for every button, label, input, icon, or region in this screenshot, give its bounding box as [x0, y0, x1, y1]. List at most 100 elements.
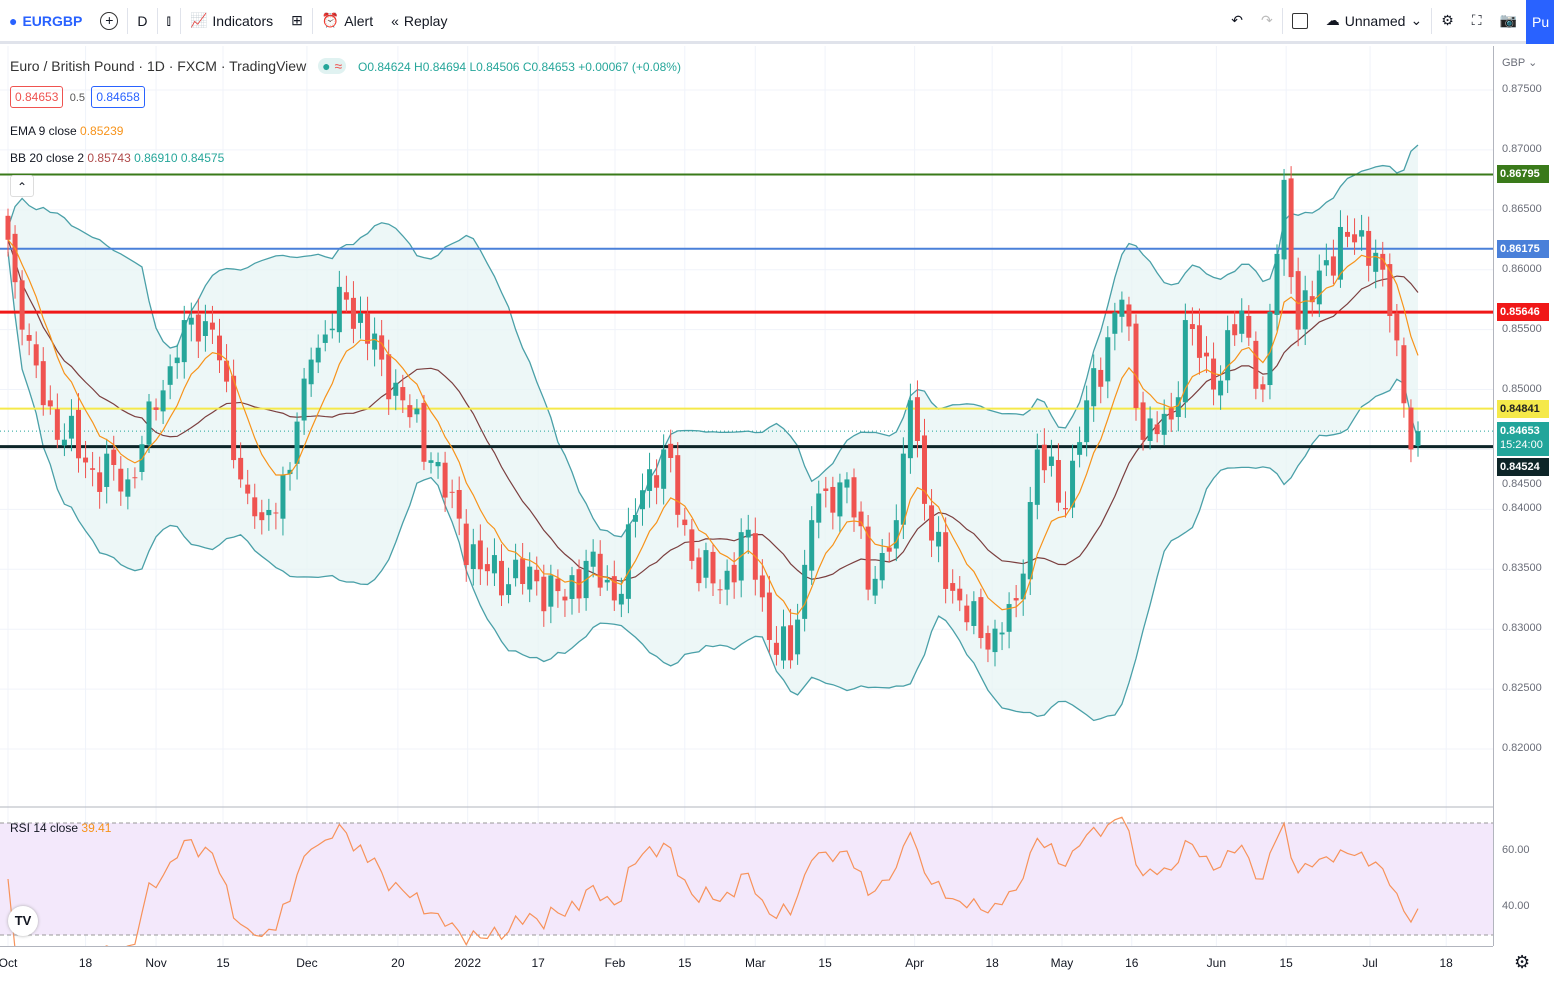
redo-button[interactable]: ↷ [1252, 0, 1282, 43]
compare-button[interactable]: + [91, 0, 127, 43]
candle-body [68, 415, 74, 439]
currency-selector[interactable]: GBP ⌄ [1502, 57, 1538, 69]
time-tick-label: 15 [1279, 956, 1293, 970]
candle-body [844, 479, 850, 488]
chart-legend: Euro / British Pound · 1D · FXCM · Tradi… [10, 58, 681, 74]
candle-body [788, 625, 794, 661]
time-tick-label: 16 [1125, 956, 1139, 970]
candle-body [703, 550, 709, 578]
flag-icon: ● [9, 12, 18, 29]
candle-body [1239, 310, 1245, 334]
time-tick-label: Feb [604, 956, 626, 970]
candle-body [499, 560, 504, 596]
interval-button[interactable]: D [137, 12, 148, 29]
symbol-search[interactable]: ● EURGBP [9, 12, 83, 29]
time-tick-label: 2022 [454, 956, 482, 970]
bb-legend[interactable]: BB 20 close 2 0.85743 0.86910 0.84575 [10, 151, 224, 165]
time-tick-label: May [1050, 956, 1074, 970]
bb-lower: 0.84575 [180, 151, 225, 165]
snapshot-button[interactable]: 📷 [1491, 0, 1526, 43]
candle-body [640, 490, 645, 510]
layout-name-button[interactable]: ☁ Unnamed ⌄ [1325, 12, 1423, 29]
candle-body [1246, 315, 1252, 338]
candle-body [886, 547, 892, 552]
candle-body [731, 564, 737, 583]
sell-button[interactable]: 0.84653 [10, 86, 64, 108]
rsi-legend[interactable]: RSI 14 close 39.41 [10, 821, 111, 835]
undo-button[interactable]: ↶ [1222, 0, 1252, 43]
candle-body [308, 359, 314, 385]
candle-body [1330, 256, 1336, 276]
candle-body [1112, 312, 1118, 334]
top-toolbar: ● EURGBP + D ⫾ 📈 Indicators ⊞ ⏰ Alert «Repl… [0, 0, 1554, 44]
alert-button[interactable]: ⏰ Alert [321, 12, 374, 29]
templates-button[interactable]: ⊞ [282, 0, 312, 43]
price-tick-label: 0.87500 [1502, 83, 1542, 95]
fullscreen-button[interactable]: ⛶ [1463, 0, 1491, 43]
buy-button[interactable]: 0.84658 [91, 86, 145, 108]
candle-body [54, 409, 60, 440]
candle-body [1105, 337, 1111, 382]
collapse-legend-button[interactable]: ⌃ [10, 175, 34, 197]
rsi-pane[interactable] [0, 808, 1493, 946]
undo-icon: ↶ [1231, 12, 1244, 28]
plus-circle-icon: + [100, 11, 119, 30]
candle-body [1055, 460, 1061, 503]
candle-body [188, 317, 194, 325]
candle-body [936, 531, 942, 547]
candle-body [872, 578, 878, 596]
candle-body [1006, 604, 1012, 632]
candle-body [393, 382, 399, 396]
rewind-icon: « [391, 12, 399, 29]
candle-body [160, 390, 166, 412]
bollinger-lower-line [7, 251, 1419, 722]
ema-legend[interactable]: EMA 9 close 0.85239 [10, 124, 123, 138]
tradingview-logo[interactable]: TV [8, 906, 38, 936]
price-tick-label: 0.87000 [1502, 142, 1542, 155]
countdown: 15:24:00 [1500, 439, 1543, 452]
chart-type-button[interactable]: ⫾ [158, 0, 180, 43]
candle-body [174, 357, 180, 364]
candle-body [224, 360, 230, 382]
candle-body [527, 566, 533, 590]
candle-body [675, 455, 681, 515]
rsi-band [0, 823, 1493, 935]
candle-body [978, 597, 984, 639]
candle-body [1394, 313, 1400, 341]
time-axis[interactable]: Oct 18 Nov 15 Dec 20 2022 17 Feb 15 Mar 15 Apr 18 May 1… [0, 946, 1493, 984]
price-chart[interactable] [0, 46, 1493, 808]
candle-body [929, 505, 935, 541]
bollinger-upper-line [7, 144, 1419, 538]
candle-body [900, 453, 906, 525]
price-level-tag: 0.84653 15:24:00 [1497, 422, 1549, 457]
candle-body [231, 375, 237, 461]
candle-body [456, 489, 462, 519]
settings-button[interactable]: ⚙ [1432, 0, 1463, 43]
candle-body [449, 491, 455, 493]
candle-body [435, 461, 441, 467]
candle-body [858, 511, 864, 527]
candle-body [1091, 368, 1097, 407]
candle-body [1077, 442, 1083, 455]
candle-body [724, 570, 730, 590]
candle-body [1309, 296, 1315, 303]
replay-button[interactable]: «Replay [391, 12, 448, 29]
candle-body [809, 520, 815, 571]
candle-body [1133, 323, 1139, 409]
candle-body [97, 472, 103, 492]
candle-body [893, 520, 899, 549]
settings-gear-icon[interactable]: ⚙ [1514, 952, 1531, 972]
candle-body [548, 575, 554, 607]
candle-body [1401, 345, 1407, 404]
alarm-icon: ⏰ [321, 12, 340, 28]
price-tick-label: 0.83000 [1502, 622, 1542, 635]
candle-body [1337, 226, 1343, 280]
price-tick-label: 0.82000 [1502, 742, 1542, 754]
candle-body [195, 314, 201, 342]
rsi-tick-label: 40.00 [1502, 900, 1530, 912]
layout-button[interactable] [1283, 0, 1317, 43]
indicators-button[interactable]: 📈 Indicators [189, 12, 274, 29]
time-tick-label: Jul [1362, 956, 1378, 970]
price-axis[interactable]: GBP ⌄ 0.86795 0.86175 0.85646 0.84841 0.8452… [1493, 46, 1554, 946]
publish-button[interactable]: Pu [1526, 0, 1554, 44]
